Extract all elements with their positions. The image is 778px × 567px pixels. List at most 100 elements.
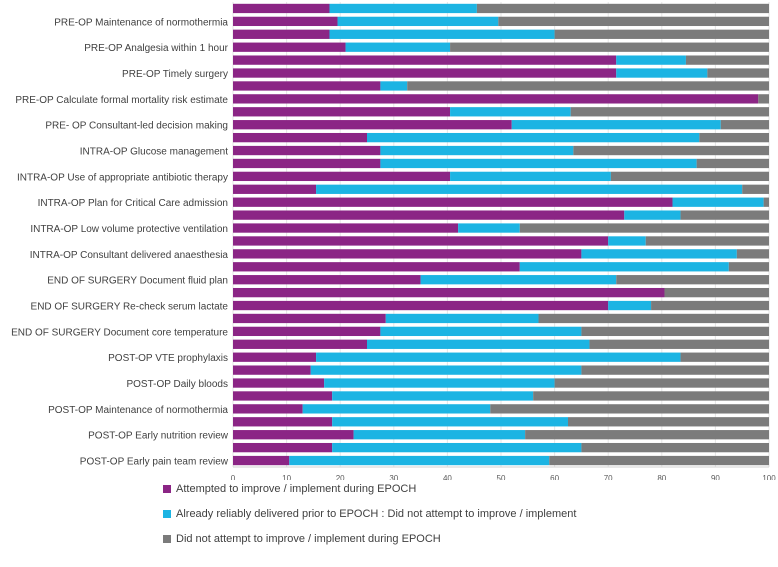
bar-26-series-2 bbox=[380, 326, 582, 337]
bar-13-series-3 bbox=[696, 158, 769, 169]
bar-15-series-1 bbox=[233, 184, 317, 194]
legend-label-attempted: Attempted to improve / implement during … bbox=[176, 483, 417, 495]
bar-26-series-1 bbox=[233, 326, 381, 337]
category-label-8: INTRA-OP Plan for Critical Care admissio… bbox=[38, 198, 228, 209]
bar-30-series-2 bbox=[324, 378, 555, 388]
x-tick-label-20: 20 bbox=[336, 474, 345, 480]
bar-21-series-3 bbox=[728, 262, 769, 272]
bar-28-series-3 bbox=[680, 352, 769, 362]
bar-5-series-3 bbox=[685, 55, 769, 65]
bar-24-series-1 bbox=[233, 300, 609, 311]
category-label-18: POST-OP Early pain team review bbox=[80, 457, 229, 468]
x-tick-label-90: 90 bbox=[711, 474, 720, 480]
bar-3-series-1 bbox=[233, 29, 330, 39]
bar-33-series-1 bbox=[233, 417, 333, 427]
bar-30-series-1 bbox=[233, 378, 325, 388]
bar-32-series-1 bbox=[233, 404, 303, 414]
bar-33-series-3 bbox=[568, 417, 769, 427]
bar-29-series-1 bbox=[233, 365, 311, 375]
bar-12-series-2 bbox=[380, 145, 574, 156]
bar-33-series-2 bbox=[332, 417, 568, 427]
x-tick-label-40: 40 bbox=[443, 474, 452, 480]
bar-27-series-1 bbox=[233, 339, 367, 349]
bar-16-series-1 bbox=[233, 197, 673, 207]
bar-36-series-1 bbox=[233, 455, 290, 466]
x-gridlines bbox=[232, 2, 770, 467]
bar-31-series-1 bbox=[233, 391, 333, 401]
bar-9-series-2 bbox=[450, 107, 571, 117]
bar-14-series-3 bbox=[610, 171, 769, 182]
bar-9-series-3 bbox=[570, 107, 769, 117]
x-tick-label-60: 60 bbox=[550, 474, 559, 480]
legend-item-already-delivered: Already reliably delivered prior to EPOC… bbox=[163, 505, 576, 523]
bar-22-series-3 bbox=[616, 275, 769, 285]
bar-19-series-3 bbox=[645, 236, 769, 246]
bar-24-series-2 bbox=[608, 300, 652, 311]
bar-10-series-1 bbox=[233, 120, 512, 130]
bar-7-series-3 bbox=[407, 81, 769, 91]
bar-25-series-1 bbox=[233, 313, 386, 324]
bar-12-series-3 bbox=[573, 145, 769, 156]
bar-21-series-1 bbox=[233, 262, 520, 272]
x-tick-label-100: 100 bbox=[762, 474, 776, 480]
legend-label-not-attempted: Did not attempt to improve / implement d… bbox=[176, 533, 441, 545]
bar-14-series-2 bbox=[450, 171, 611, 182]
bar-11-series-2 bbox=[367, 132, 700, 143]
bar-22-series-2 bbox=[420, 275, 617, 285]
bar-1-series-1 bbox=[233, 3, 330, 14]
bar-28-series-2 bbox=[316, 352, 681, 362]
bar-21-series-2 bbox=[519, 262, 729, 272]
category-label-7: INTRA-OP Use of appropriate antibiotic t… bbox=[17, 172, 228, 183]
bar-15-series-3 bbox=[742, 184, 769, 194]
category-label-16: POST-OP Maintenance of normothermia bbox=[48, 405, 228, 416]
bar-17-series-1 bbox=[233, 210, 625, 220]
bar-17-series-3 bbox=[680, 210, 769, 220]
bar-19-series-1 bbox=[233, 236, 609, 246]
bar-23-series-3 bbox=[664, 287, 769, 298]
bar-12-series-1 bbox=[233, 145, 381, 156]
bar-4-series-3 bbox=[450, 42, 769, 52]
bar-35-series-3 bbox=[581, 442, 769, 453]
legend-swatch-not-attempted bbox=[163, 535, 171, 543]
category-label-9: INTRA-OP Low volume protective ventilati… bbox=[30, 224, 228, 235]
category-label-6: INTRA-OP Glucose management bbox=[80, 147, 228, 158]
bar-9-series-1 bbox=[233, 107, 451, 117]
legend-swatch-already-delivered bbox=[163, 510, 171, 518]
bar-5-series-2 bbox=[616, 55, 686, 65]
bar-6-series-1 bbox=[233, 68, 617, 78]
bar-18-series-2 bbox=[458, 223, 520, 233]
bar-8-series-3 bbox=[758, 94, 769, 104]
bar-22-series-1 bbox=[233, 275, 421, 285]
category-label-3: PRE-OP Timely surgery bbox=[122, 69, 228, 80]
bar-6-series-3 bbox=[707, 68, 769, 78]
bar-2-series-1 bbox=[233, 16, 338, 27]
bar-20-series-1 bbox=[233, 249, 582, 259]
bar-28-series-1 bbox=[233, 352, 317, 362]
bar-31-series-2 bbox=[332, 391, 534, 401]
legend-item-attempted: Attempted to improve / implement during … bbox=[163, 480, 576, 498]
category-label-17: POST-OP Early nutrition review bbox=[88, 431, 229, 442]
bar-7-series-2 bbox=[380, 81, 408, 91]
bar-35-series-1 bbox=[233, 442, 333, 453]
bar-13-series-2 bbox=[380, 158, 697, 169]
x-tick-label-0: 0 bbox=[231, 474, 236, 480]
bar-20-series-3 bbox=[736, 249, 769, 259]
bar-4-series-2 bbox=[345, 42, 451, 52]
bar-23-series-1 bbox=[233, 287, 665, 298]
category-label-13: END OF SURGERY Document core temperature bbox=[11, 327, 228, 338]
category-label-12: END OF SURGERY Re-check serum lactate bbox=[31, 302, 229, 313]
bar-4-series-1 bbox=[233, 42, 346, 52]
bar-27-series-2 bbox=[367, 339, 590, 349]
category-label-4: PRE-OP Calculate formal mortality risk e… bbox=[15, 95, 228, 106]
bar-29-series-3 bbox=[581, 365, 769, 375]
bar-16-series-2 bbox=[672, 197, 764, 207]
bar-25-series-3 bbox=[538, 313, 769, 324]
x-tick-label-10: 10 bbox=[282, 474, 291, 480]
bar-7-series-1 bbox=[233, 81, 381, 91]
x-tick-label-80: 80 bbox=[657, 474, 666, 480]
legend: Attempted to improve / implement during … bbox=[163, 480, 576, 555]
bar-25-series-2 bbox=[385, 313, 539, 324]
bar-35-series-2 bbox=[332, 442, 582, 453]
